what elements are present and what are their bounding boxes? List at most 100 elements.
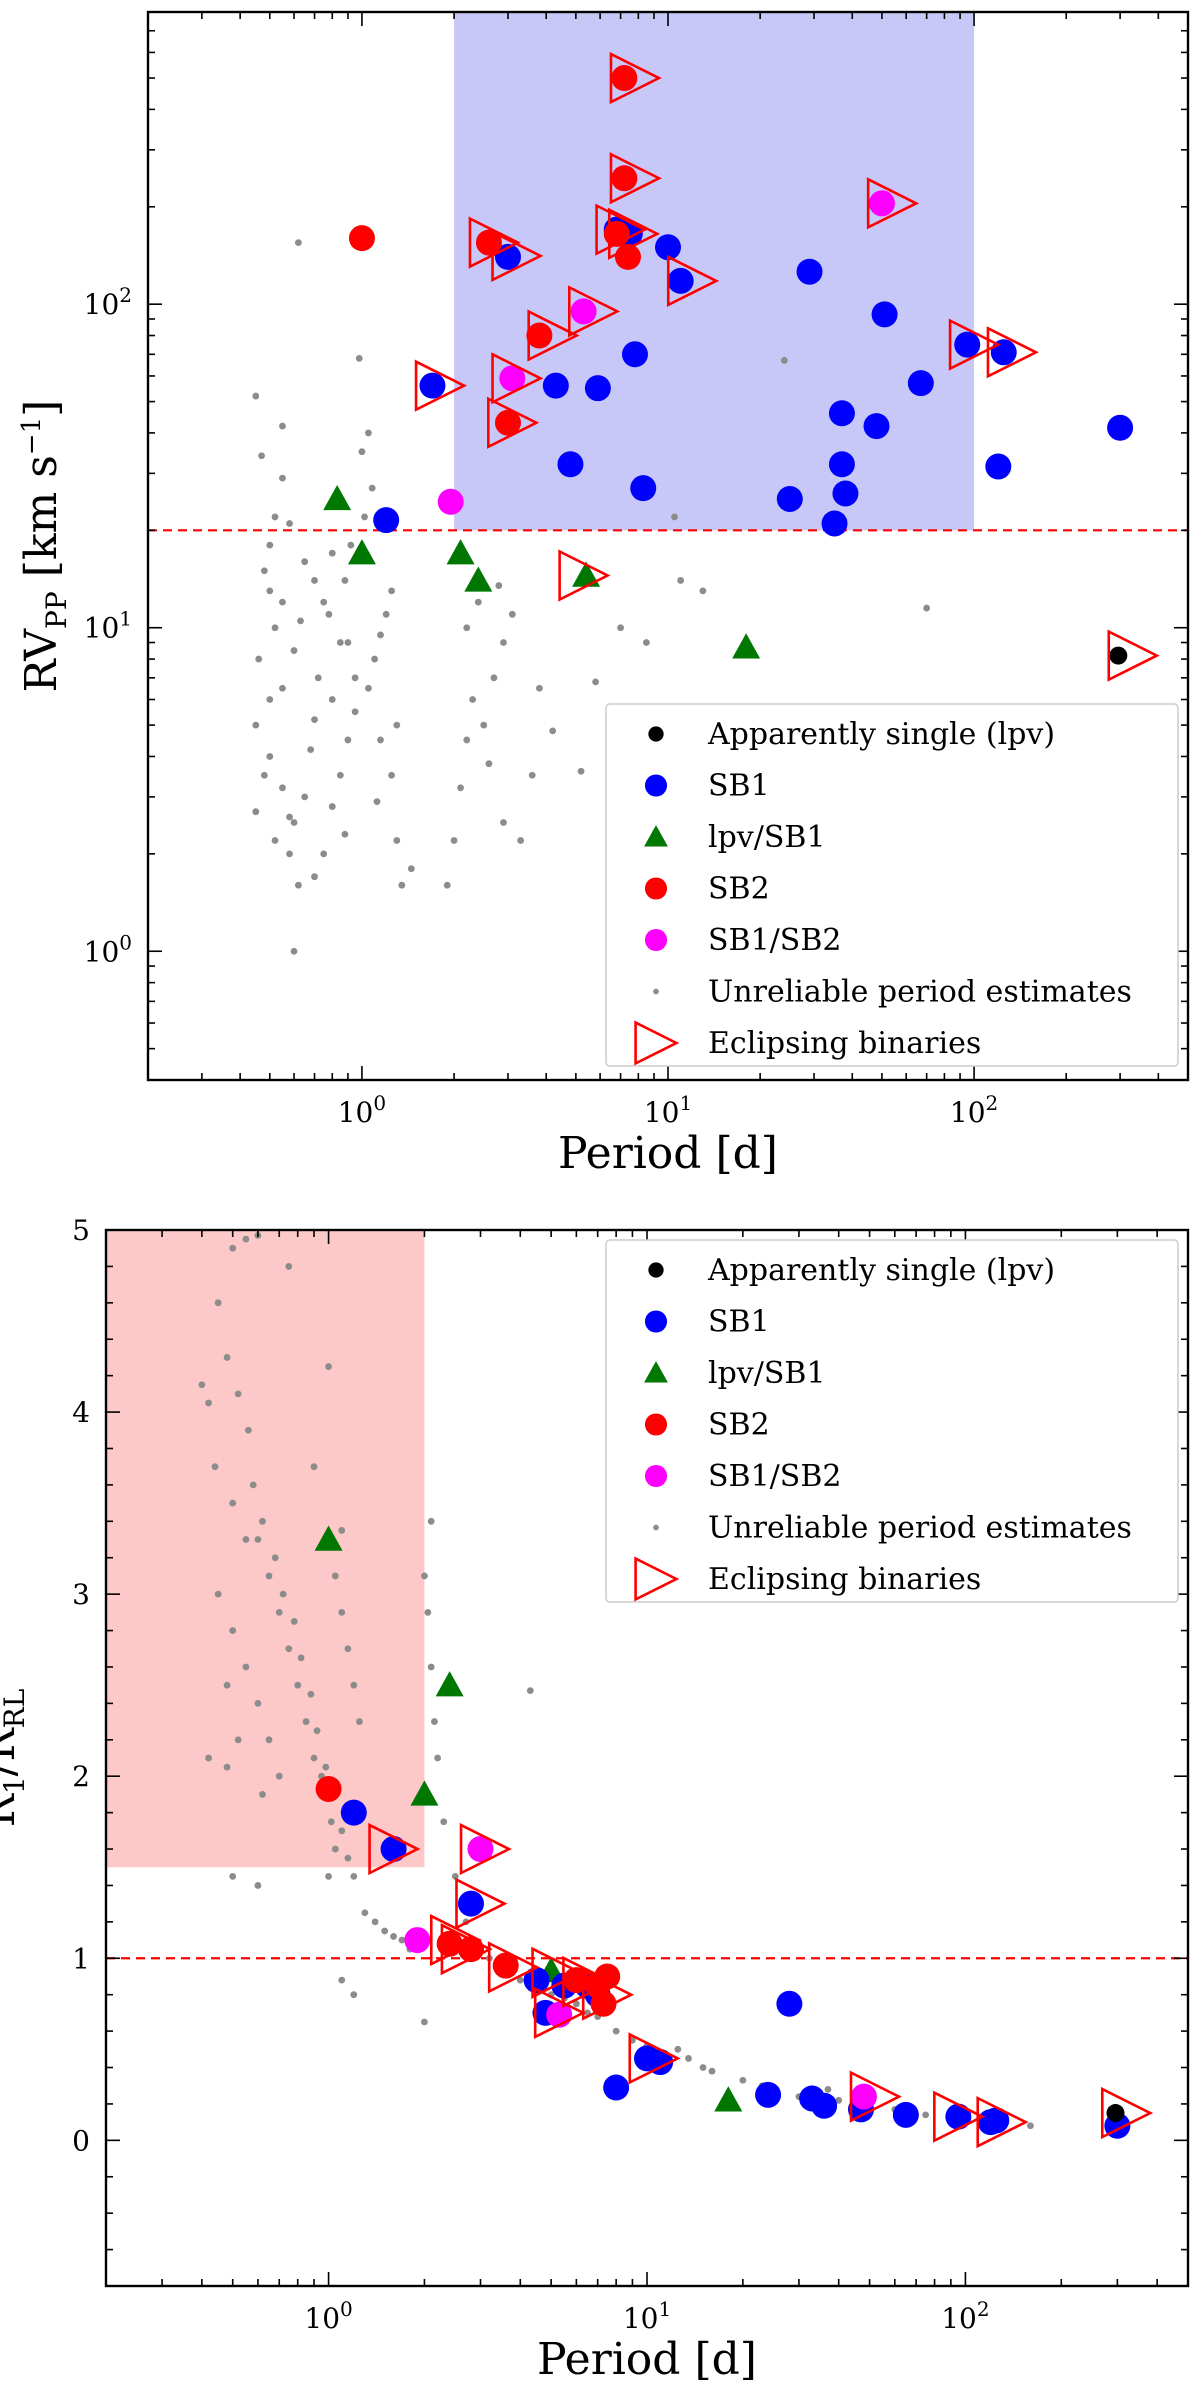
marker-unreliable-37 — [347, 541, 355, 549]
y-axis-label: R1/RRL — [0, 1689, 31, 1828]
marker-unreliable-9 — [271, 624, 279, 632]
marker-ecl-8 — [562, 1955, 615, 2009]
marker-unreliable-99 — [254, 1882, 262, 1889]
marker-unreliable-16 — [271, 837, 279, 844]
marker-unreliable-2 — [294, 239, 302, 247]
marker-unreliable-96 — [350, 1991, 358, 1999]
marker-unreliable-21 — [242, 1663, 250, 1671]
marker-unreliable-1 — [279, 422, 286, 430]
marker-unreliable-22 — [336, 771, 344, 779]
legend-label-lpvsb1: lpv/SB1 — [708, 820, 826, 855]
marker-unreliable-32 — [290, 1618, 298, 1625]
marker-sb1-3 — [523, 1967, 550, 1994]
marker-unreliable-41 — [365, 429, 372, 437]
marker-sb1-8 — [603, 2074, 630, 2101]
marker-unreliable-71 — [474, 598, 482, 606]
marker-unreliable-45 — [344, 639, 352, 646]
marker-unreliable-55 — [351, 674, 359, 682]
marker-unreliable-78 — [495, 582, 503, 589]
legend-label-sb2: SB2 — [708, 1408, 770, 1443]
marker-unreliable-67 — [490, 674, 498, 682]
y-tick-label-2: 2 — [72, 1760, 90, 1793]
legend: Apparently single (lpv) SB1 lpv/SB1 SB2 SB1/… — [605, 1239, 1179, 1603]
legend-label-sb2: SB2 — [708, 872, 770, 907]
marker-unreliable-19 — [311, 873, 318, 881]
marker-sb1-16 — [892, 2101, 919, 2128]
marker-single-0 — [1106, 2104, 1125, 2123]
marker-unreliable-25 — [365, 684, 372, 692]
marker-unreliable-68 — [516, 1976, 524, 1984]
marker-ecl-10 — [628, 2032, 681, 2085]
marker-unreliable-59 — [427, 1663, 435, 1671]
legend-label-unreliable: Unreliable period estimates — [708, 975, 1132, 1010]
marker-unreliable-93 — [1027, 2122, 1034, 2130]
marker-unreliable-0 — [252, 392, 260, 400]
x-axis-label: Period [d] — [537, 2334, 757, 2385]
marker-sb1-14 — [821, 510, 848, 537]
shaded-region — [454, 12, 975, 531]
marker-ecl-1 — [459, 1822, 512, 1876]
marker-unreliable-82 — [708, 2067, 716, 2075]
marker-unreliable-98 — [229, 1872, 237, 1880]
marker-ecl-9 — [607, 207, 661, 260]
marker-unreliable-38 — [327, 1818, 335, 1826]
marker-unreliable-5 — [290, 947, 298, 955]
marker-sb1sb2-0 — [404, 1927, 431, 1954]
marker-ecl-8 — [595, 203, 648, 256]
marker-sb2-3 — [492, 1952, 519, 1979]
legend-label-sb1: SB1 — [708, 1305, 770, 1340]
marker-sb1-19 — [983, 2107, 1010, 2134]
marker-unreliable-46 — [356, 1718, 363, 1725]
marker-unreliable-33 — [307, 746, 315, 754]
marker-unreliable-74 — [517, 837, 525, 844]
marker-sb1sb2-1 — [499, 365, 526, 392]
marker-unreliable-21 — [328, 803, 336, 810]
marker-lpvsb1-5 — [732, 633, 761, 659]
marker-unreliable-80 — [685, 2055, 692, 2062]
marker-unreliable-30 — [271, 1554, 279, 1562]
marker-unreliable-27 — [377, 631, 384, 639]
legend-label-sb1sb2-part: SB1/SB2 — [708, 1459, 841, 1494]
marker-unreliable-58 — [393, 721, 401, 729]
legend-label-sb1sb2: SB1/SB2 — [708, 1459, 841, 1494]
legend-label-ecl: Eclipsing binaries — [708, 1562, 981, 1597]
marker-unreliable-54 — [336, 639, 344, 646]
marker-unreliable-79 — [577, 767, 585, 775]
marker-unreliable-69 — [508, 610, 516, 618]
marker-unreliable-47 — [338, 1827, 346, 1835]
marker-unreliable-62 — [440, 1818, 448, 1826]
marker-unreliable-24 — [275, 1772, 283, 1780]
marker-sb2-5 — [611, 65, 638, 92]
marker-unreliable-76 — [535, 684, 543, 692]
marker-sb1-10 — [655, 234, 681, 261]
marker-unreliable-34 — [307, 1690, 315, 1698]
marker-sb1-17 — [945, 2103, 972, 2130]
marker-ecl-14 — [948, 318, 1001, 371]
marker-unreliable-64 — [463, 736, 471, 744]
marker-unreliable-12 — [252, 721, 260, 729]
marker-sb2-6 — [611, 165, 638, 192]
marker-unreliable-42 — [301, 793, 309, 801]
marker-ecl-3 — [487, 396, 540, 449]
x-tick-label-1-part: 10 — [644, 1096, 680, 1129]
marker-unreliable-95 — [338, 1976, 346, 1984]
marker-lpvsb1-0 — [314, 1525, 343, 1551]
marker-unreliable-57 — [421, 1572, 428, 1580]
marker-sb1-15 — [828, 400, 855, 427]
legend-marker-unreliable — [653, 988, 659, 995]
marker-unreliable-31 — [279, 1590, 287, 1598]
marker-unreliable-58 — [424, 1608, 432, 1616]
marker-ecl-12 — [666, 254, 720, 308]
marker-sb1-1 — [380, 1836, 407, 1863]
marker-unreliable-23 — [344, 736, 352, 744]
marker-unreliable-15 — [290, 819, 298, 826]
marker-unreliable-9 — [211, 1463, 219, 1471]
marker-ecl-12 — [933, 2090, 986, 2143]
marker-sb2-3 — [526, 322, 553, 349]
marker-unreliable-100 — [341, 830, 349, 838]
x-tick-label-1: 101 — [623, 2297, 671, 2335]
marker-unreliable-49 — [350, 1872, 358, 1880]
marker-unreliable-36 — [322, 1763, 330, 1771]
y-tick-label-1-part: 1 — [72, 1942, 90, 1975]
marker-unreliable-24 — [351, 708, 359, 716]
